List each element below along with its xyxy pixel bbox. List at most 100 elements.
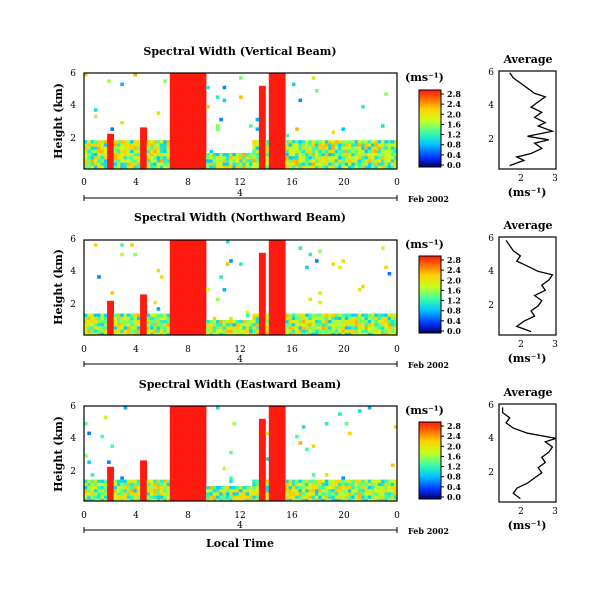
heatmap-cell bbox=[305, 489, 309, 493]
heatmap-cell bbox=[252, 498, 256, 501]
heatmap-cell bbox=[321, 329, 326, 334]
heatmap-cell bbox=[298, 492, 303, 496]
heatmap-cell bbox=[196, 272, 200, 276]
heatmap-cell bbox=[87, 332, 91, 335]
heatmap-cell bbox=[166, 332, 171, 335]
heatmap-cell bbox=[113, 162, 118, 167]
heatmap-cell bbox=[192, 117, 197, 122]
heatmap-cell bbox=[278, 265, 283, 270]
heatmap-cell bbox=[282, 418, 286, 423]
heatmap-cell bbox=[133, 323, 138, 327]
heatmap-cell bbox=[133, 162, 138, 167]
heatmap-cell bbox=[169, 297, 174, 302]
heatmap-cell bbox=[282, 130, 286, 135]
heatmap-cell bbox=[298, 156, 303, 160]
heatmap-cell bbox=[321, 162, 326, 167]
heatmap-cell bbox=[179, 323, 184, 327]
heatmap-cell bbox=[120, 121, 124, 125]
heatmap-cell bbox=[123, 156, 128, 160]
heatmap-cell bbox=[295, 313, 299, 318]
heatmap-cell bbox=[298, 498, 303, 501]
heatmap-cell bbox=[183, 489, 187, 493]
heatmap-cell bbox=[278, 304, 283, 308]
heatmap-cell bbox=[285, 492, 289, 496]
heatmap-cell bbox=[291, 149, 296, 154]
heatmap-cell bbox=[130, 316, 134, 321]
heatmap-cell bbox=[232, 323, 237, 327]
heatmap-cell bbox=[344, 316, 349, 321]
heatmap-cell bbox=[126, 143, 131, 147]
heatmap-cell bbox=[308, 320, 312, 324]
heatmap-cell bbox=[176, 124, 180, 128]
heatmap-cell bbox=[262, 143, 266, 147]
heatmap-cell bbox=[245, 323, 250, 327]
heatmap-cell bbox=[176, 108, 180, 112]
heatmap-cell bbox=[216, 297, 220, 302]
heatmap-cell bbox=[84, 143, 88, 147]
heatmap-cell bbox=[265, 313, 270, 318]
heatmap-cell bbox=[305, 479, 309, 484]
heatmap-cell bbox=[278, 473, 283, 477]
heatmap-cell bbox=[268, 463, 273, 468]
heatmap-cell bbox=[219, 156, 223, 160]
heatmap-cell bbox=[186, 165, 190, 169]
heatmap-cell bbox=[90, 146, 95, 151]
heatmap-cell bbox=[199, 252, 204, 257]
heatmap-cell bbox=[278, 320, 283, 324]
heatmap-cell bbox=[291, 329, 296, 334]
heatmap-cell bbox=[189, 476, 194, 480]
heatmap-cell bbox=[110, 482, 114, 487]
heatmap-cell bbox=[298, 495, 303, 500]
heatmap-cell bbox=[331, 332, 336, 335]
heatmap-cell bbox=[348, 323, 352, 327]
heatmap-cell bbox=[186, 85, 190, 90]
heatmap-cell bbox=[384, 146, 388, 151]
heatmap-cell bbox=[202, 268, 207, 273]
heatmap-cell bbox=[311, 479, 316, 484]
heatmap-cell bbox=[381, 320, 385, 324]
heatmap-cell bbox=[278, 127, 283, 131]
heatmap-cell bbox=[278, 447, 283, 452]
heatmap-cell bbox=[278, 76, 283, 80]
heatmap-cell bbox=[159, 492, 164, 496]
heatmap-cell bbox=[169, 133, 174, 138]
heatmap-cell bbox=[186, 323, 190, 327]
heatmap-cell bbox=[272, 489, 276, 493]
heatmap-cell bbox=[272, 304, 276, 308]
heatmap-cell bbox=[173, 466, 177, 471]
heatmap-cell bbox=[199, 159, 204, 163]
heatmap-cell bbox=[97, 326, 101, 330]
heatmap-cell bbox=[117, 143, 121, 147]
heatmap-cell bbox=[305, 492, 309, 496]
heatmap-cell bbox=[278, 146, 283, 151]
heatmap-cell bbox=[176, 265, 180, 270]
heatmap-cell bbox=[202, 92, 207, 96]
heatmap-cell bbox=[222, 498, 227, 501]
heatmap-cell bbox=[367, 495, 372, 500]
heatmap-cell bbox=[133, 486, 138, 490]
heatmap-cell bbox=[255, 332, 260, 335]
heatmap-cell bbox=[288, 329, 293, 334]
heatmap-cell bbox=[275, 243, 279, 247]
heatmap-cell bbox=[318, 489, 322, 493]
heatmap-cell bbox=[272, 498, 276, 501]
heatmap-cell bbox=[357, 482, 362, 487]
heatmap-cell bbox=[176, 482, 180, 487]
heatmap-cell bbox=[189, 165, 194, 169]
heatmap-cell bbox=[169, 415, 174, 420]
colorbar-tick-label: 0.0 bbox=[447, 160, 461, 170]
heatmap-cell bbox=[176, 489, 180, 493]
heatmap-cell bbox=[278, 294, 283, 298]
heatmap-cell bbox=[361, 323, 365, 327]
heatmap-cell bbox=[354, 143, 359, 147]
heatmap-cell bbox=[318, 156, 322, 160]
avg-x-tick: 2 bbox=[518, 340, 524, 350]
heatmap-cell bbox=[130, 332, 134, 335]
heatmap-cell bbox=[130, 492, 134, 496]
heatmap-cell bbox=[301, 498, 306, 501]
heatmap-cell bbox=[87, 479, 91, 484]
heatmap-cell bbox=[361, 149, 365, 154]
colorbar-tick-label: 2.0 bbox=[447, 441, 461, 451]
heatmap-cell bbox=[324, 482, 329, 487]
heatmap-cell bbox=[331, 329, 336, 334]
